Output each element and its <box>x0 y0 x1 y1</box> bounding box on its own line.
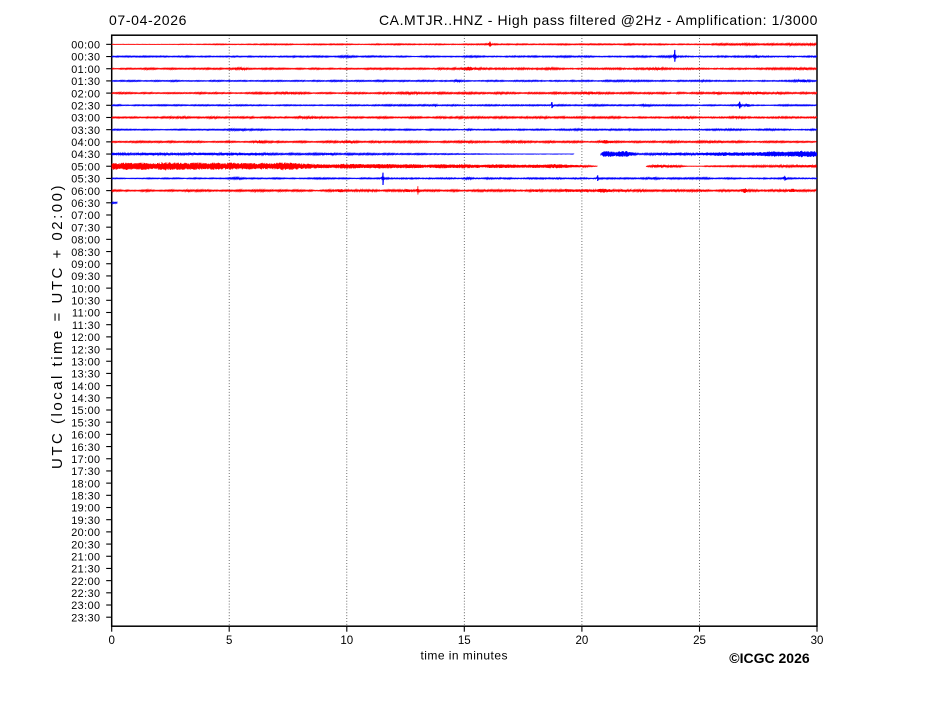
svg-text:22:30: 22:30 <box>71 588 100 600</box>
svg-text:10:30: 10:30 <box>71 296 100 308</box>
svg-text:07:30: 07:30 <box>71 222 100 234</box>
svg-text:11:00: 11:00 <box>72 308 100 320</box>
svg-text:03:30: 03:30 <box>71 125 100 137</box>
svg-text:02:00: 02:00 <box>71 88 100 100</box>
svg-text:06:00: 06:00 <box>71 186 100 198</box>
svg-text:05:00: 05:00 <box>71 161 100 173</box>
svg-text:00:00: 00:00 <box>71 40 100 52</box>
svg-text:19:00: 19:00 <box>71 503 100 515</box>
svg-text:04:00: 04:00 <box>71 137 100 149</box>
svg-text:18:00: 18:00 <box>71 478 100 490</box>
svg-text:16:30: 16:30 <box>71 442 100 454</box>
svg-text:01:00: 01:00 <box>71 64 100 76</box>
svg-text:16:00: 16:00 <box>71 430 100 442</box>
svg-text:17:30: 17:30 <box>71 466 100 478</box>
svg-text:15: 15 <box>458 635 471 647</box>
svg-text:18:30: 18:30 <box>71 491 100 503</box>
svg-text:15:30: 15:30 <box>71 417 100 429</box>
svg-text:20:30: 20:30 <box>71 539 100 551</box>
svg-text:21:30: 21:30 <box>71 564 100 576</box>
svg-text:23:30: 23:30 <box>71 612 100 624</box>
svg-text:03:00: 03:00 <box>71 113 100 125</box>
svg-text:07:00: 07:00 <box>71 210 100 222</box>
svg-text:UTC (local time = UTC + 02:00): UTC (local time = UTC + 02:00) <box>49 183 66 469</box>
svg-text:04:30: 04:30 <box>71 149 100 161</box>
svg-text:09:00: 09:00 <box>71 259 100 271</box>
svg-text:08:00: 08:00 <box>71 235 100 247</box>
svg-text:05:30: 05:30 <box>71 174 100 186</box>
svg-text:08:30: 08:30 <box>71 247 100 259</box>
svg-text:25: 25 <box>693 635 706 647</box>
svg-text:12:30: 12:30 <box>71 344 100 356</box>
svg-text:time in minutes: time in minutes <box>420 649 507 663</box>
svg-text:5: 5 <box>226 635 232 647</box>
svg-text:©ICGC 2026: ©ICGC 2026 <box>729 650 810 666</box>
svg-text:22:00: 22:00 <box>71 576 100 588</box>
svg-text:19:30: 19:30 <box>71 515 100 527</box>
svg-text:06:30: 06:30 <box>71 198 100 210</box>
svg-text:13:00: 13:00 <box>71 356 100 368</box>
svg-text:11:30: 11:30 <box>72 320 100 332</box>
svg-text:30: 30 <box>811 635 824 647</box>
svg-text:01:30: 01:30 <box>71 76 100 88</box>
svg-text:07-04-2026: 07-04-2026 <box>109 12 187 28</box>
svg-text:0: 0 <box>108 635 114 647</box>
svg-text:02:30: 02:30 <box>71 100 100 112</box>
svg-text:20: 20 <box>576 635 589 647</box>
svg-text:00:30: 00:30 <box>71 52 100 64</box>
svg-text:CA.MTJR..HNZ - High pass filte: CA.MTJR..HNZ - High pass filtered @2Hz -… <box>379 12 818 28</box>
svg-text:20:00: 20:00 <box>71 527 100 539</box>
svg-text:15:00: 15:00 <box>71 405 100 417</box>
svg-text:17:00: 17:00 <box>71 454 100 466</box>
svg-text:14:30: 14:30 <box>71 393 100 405</box>
svg-text:23:00: 23:00 <box>71 600 100 612</box>
svg-text:10:00: 10:00 <box>71 283 100 295</box>
svg-text:14:00: 14:00 <box>71 381 100 393</box>
svg-text:21:00: 21:00 <box>71 551 100 563</box>
svg-text:13:30: 13:30 <box>71 369 100 381</box>
svg-text:10: 10 <box>340 635 353 647</box>
svg-text:12:00: 12:00 <box>71 332 100 344</box>
svg-text:09:30: 09:30 <box>71 271 100 283</box>
